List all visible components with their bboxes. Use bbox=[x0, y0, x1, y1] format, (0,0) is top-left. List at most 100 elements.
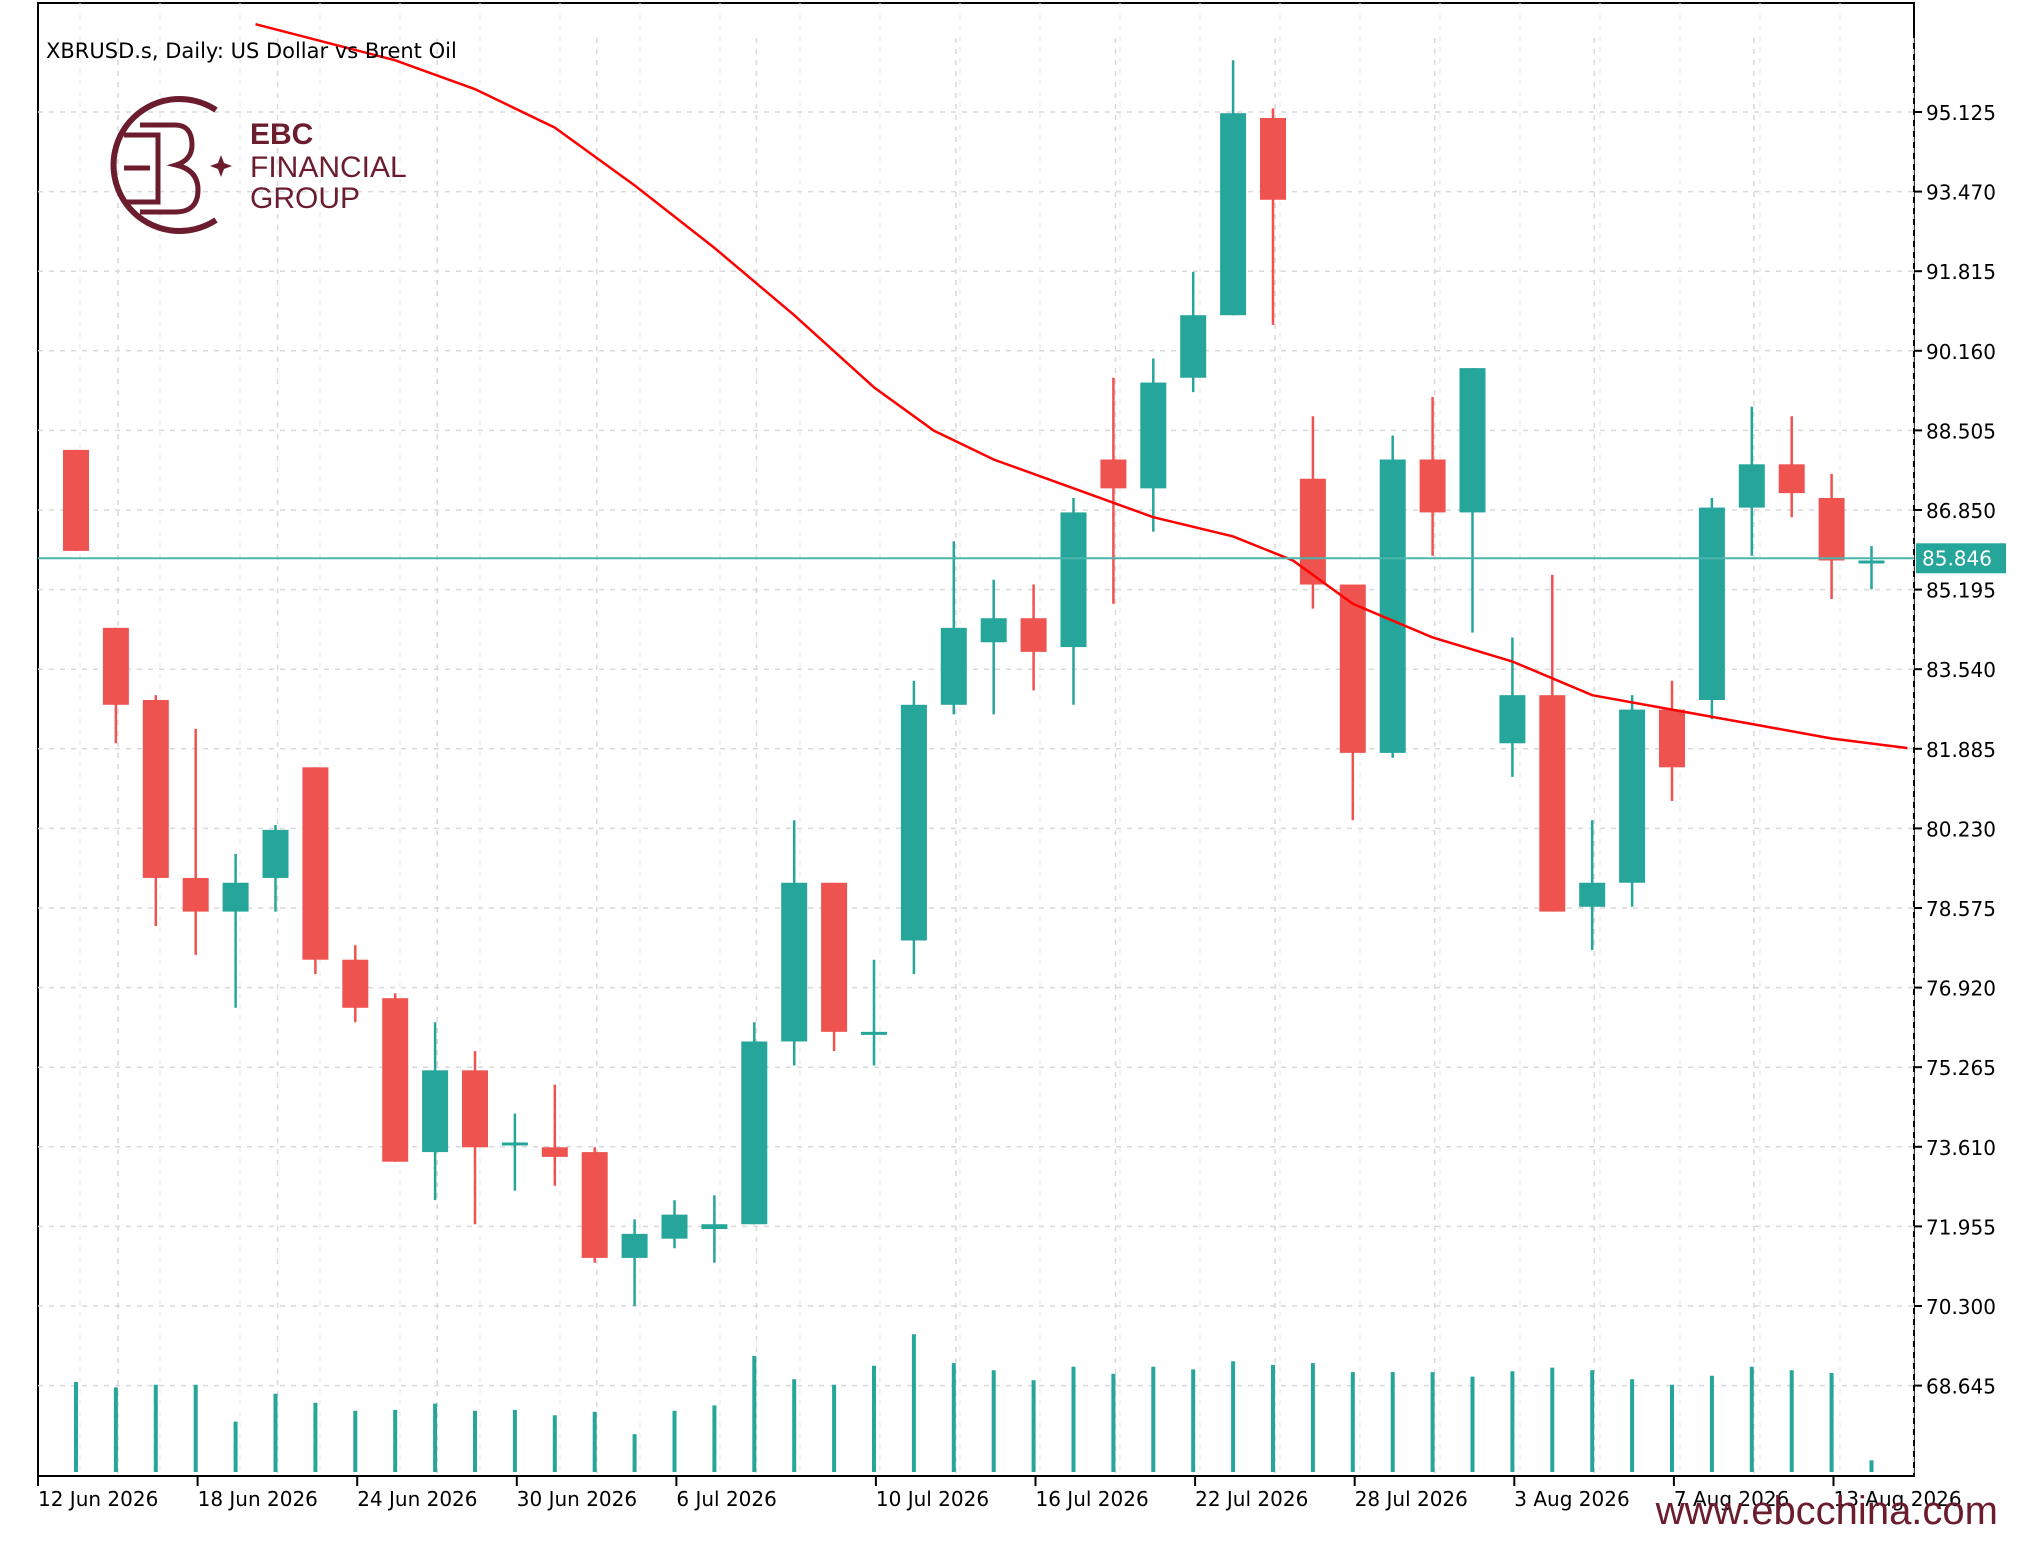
y-tick-label: 75.265 bbox=[1926, 1056, 1996, 1080]
candle-body bbox=[1140, 382, 1167, 489]
x-tick-label: 18 Jun 2026 bbox=[198, 1487, 318, 1511]
candle bbox=[821, 882, 848, 1052]
y-tick-label: 78.575 bbox=[1926, 897, 1996, 921]
candle bbox=[182, 728, 209, 955]
candle-body bbox=[1180, 315, 1207, 378]
candle bbox=[1499, 637, 1526, 777]
candle-body bbox=[900, 704, 927, 941]
candle bbox=[1619, 695, 1646, 907]
candle-body bbox=[1459, 368, 1486, 513]
y-tick-label: 86.850 bbox=[1926, 499, 1996, 523]
ebc-logo: EBC FINANCIAL GROUP bbox=[110, 96, 407, 234]
candle-body bbox=[1539, 695, 1566, 912]
candle bbox=[940, 541, 967, 715]
candle bbox=[701, 1195, 728, 1263]
y-tick-label: 71.955 bbox=[1926, 1215, 1996, 1239]
candle bbox=[661, 1200, 688, 1249]
candle-body bbox=[701, 1224, 728, 1230]
candle-body bbox=[1778, 464, 1805, 494]
candle-body bbox=[1499, 695, 1526, 744]
candle bbox=[541, 1084, 568, 1186]
candle bbox=[980, 579, 1007, 715]
candle-body bbox=[1260, 118, 1286, 200]
candle-body bbox=[1619, 709, 1646, 883]
x-tick-label: 30 Jun 2026 bbox=[517, 1487, 637, 1511]
candle-body bbox=[382, 998, 409, 1162]
candle bbox=[222, 853, 249, 1008]
candle bbox=[1698, 497, 1725, 720]
candle-body bbox=[1020, 618, 1047, 652]
candle bbox=[501, 1113, 528, 1191]
candle-body bbox=[661, 1214, 688, 1239]
candle bbox=[262, 825, 289, 912]
candle bbox=[1260, 108, 1286, 325]
y-tick-label: 90.160 bbox=[1926, 340, 1996, 364]
candle-body bbox=[621, 1233, 648, 1258]
candle-body bbox=[781, 882, 808, 1042]
plot-area bbox=[37, 2, 1915, 1477]
moving-average-line bbox=[255, 23, 1908, 750]
candle-body bbox=[142, 699, 169, 878]
candle bbox=[1299, 416, 1326, 609]
candle-body bbox=[501, 1142, 528, 1146]
x-tick-label: 3 Aug 2026 bbox=[1514, 1487, 1629, 1511]
chart-title: XBRUSD.s, Daily: US Dollar vs Brent Oil bbox=[46, 39, 457, 63]
candle-body bbox=[1220, 113, 1247, 316]
x-tick-label: 10 Jul 2026 bbox=[876, 1487, 989, 1511]
current-price-tag: 85.846 bbox=[1916, 543, 2006, 574]
volume-bars bbox=[74, 1334, 1874, 1472]
candle bbox=[142, 695, 169, 927]
y-tick-label: 91.815 bbox=[1926, 260, 1996, 284]
candle bbox=[342, 945, 369, 1023]
candle bbox=[781, 820, 808, 1066]
candle bbox=[1858, 546, 1885, 590]
y-tick-label: 68.645 bbox=[1926, 1375, 1996, 1399]
x-tick-label: 22 Jul 2026 bbox=[1195, 1487, 1308, 1511]
candle bbox=[1220, 60, 1247, 316]
candle-body bbox=[262, 829, 289, 878]
candle bbox=[1060, 497, 1087, 705]
candle-body bbox=[821, 882, 848, 1032]
candle-body bbox=[1858, 560, 1885, 564]
price-axis: 95.125 93.470 91.815 90.160 88.505 86.850 85.1… bbox=[1914, 101, 1996, 1399]
candlesticks bbox=[63, 60, 1885, 1306]
candle-body bbox=[422, 1070, 449, 1153]
x-tick-label: 16 Jul 2026 bbox=[1036, 1487, 1149, 1511]
y-tick-label: 83.540 bbox=[1926, 658, 1996, 682]
candle-body bbox=[222, 882, 249, 912]
candle-body bbox=[1299, 478, 1326, 585]
candle bbox=[1659, 680, 1685, 801]
y-tick-label: 76.920 bbox=[1926, 977, 1996, 1001]
candle-body bbox=[1100, 459, 1127, 489]
candle-body bbox=[342, 959, 369, 1008]
candle bbox=[741, 1022, 768, 1225]
y-tick-label: 85.195 bbox=[1926, 579, 1996, 603]
candle bbox=[1778, 416, 1805, 518]
candle bbox=[102, 627, 129, 744]
candle-body bbox=[302, 767, 329, 960]
candle bbox=[1379, 435, 1406, 758]
candle bbox=[1100, 377, 1127, 604]
y-tick-label: 70.300 bbox=[1926, 1295, 1996, 1319]
candle-body bbox=[1659, 709, 1685, 768]
y-tick-label: 95.125 bbox=[1926, 101, 1996, 125]
ebc-monogram-icon bbox=[124, 122, 201, 215]
y-tick-label: 73.610 bbox=[1926, 1136, 1996, 1160]
candle-body bbox=[1698, 507, 1725, 700]
website-url: www.ebcchina.com bbox=[1655, 1489, 1998, 1533]
candle-body bbox=[581, 1152, 608, 1258]
x-tick-label: 24 Jun 2026 bbox=[357, 1487, 477, 1511]
candle bbox=[1738, 406, 1765, 556]
x-tick-label: 13 Aug 2026 bbox=[1834, 1487, 1962, 1511]
current-price-label: 85.846 bbox=[1922, 546, 1992, 570]
candle bbox=[422, 1022, 449, 1201]
candle bbox=[1339, 584, 1366, 821]
candle bbox=[1419, 396, 1446, 556]
candle bbox=[382, 993, 409, 1162]
candle bbox=[1020, 584, 1047, 691]
sparkle-icon bbox=[210, 155, 232, 177]
candle-body bbox=[462, 1070, 488, 1148]
candle-body bbox=[1818, 497, 1845, 561]
candle-body bbox=[1339, 584, 1366, 753]
